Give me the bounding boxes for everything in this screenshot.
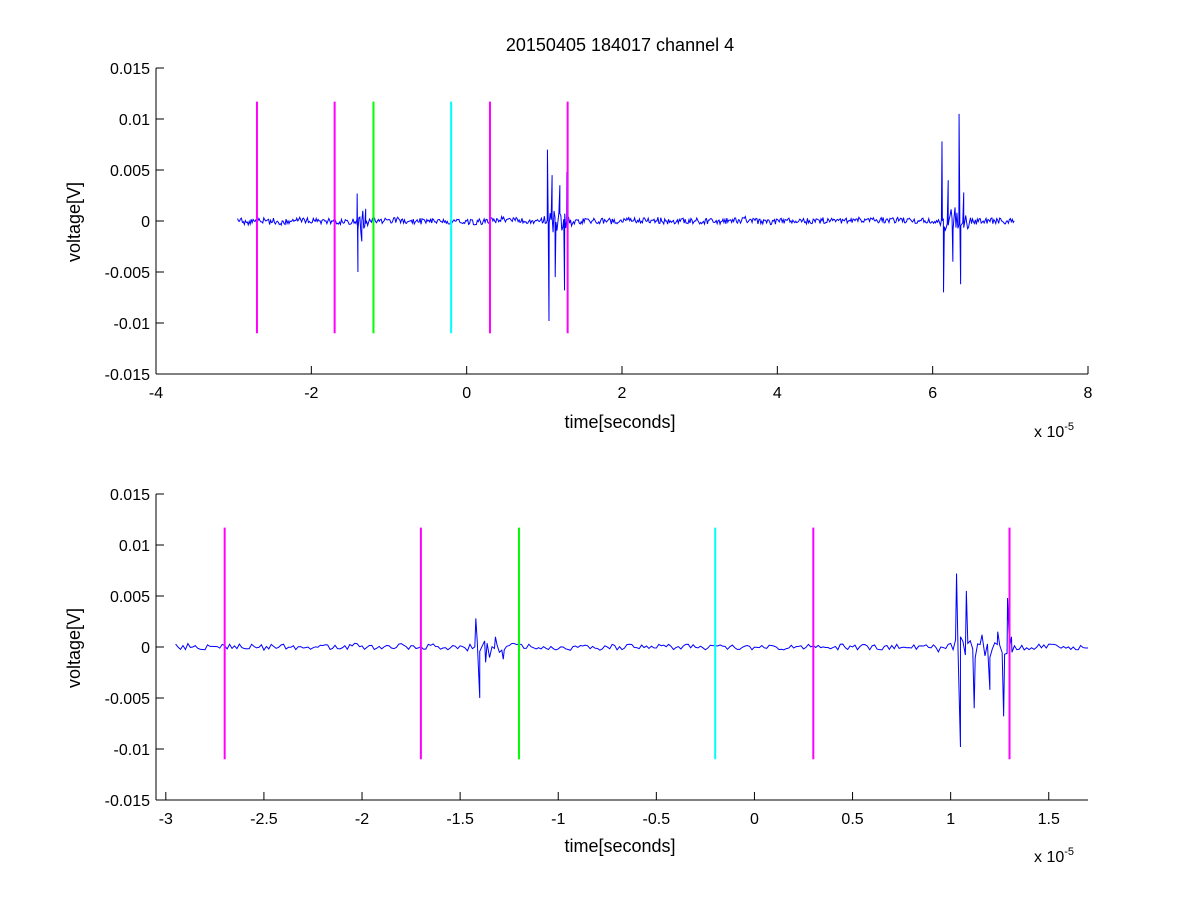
bottom-x-multiplier-base: x 10	[1034, 849, 1064, 866]
bottom-x-tick-label: 0.5	[841, 811, 863, 828]
top-plot: time[seconds] voltage[V] x 10-5 -4 -2 0 2 4 6…	[64, 61, 1093, 441]
top-x-multiplier: x 10-5	[1034, 421, 1074, 441]
bottom-plot: time[seconds] voltage[V] x 10-5 -3 -2.5 -2…	[64, 487, 1088, 866]
top-y-tick-label: 0	[141, 214, 150, 231]
top-x-tick-label: -2	[304, 385, 318, 402]
top-x-tick-label: -4	[149, 385, 163, 402]
top-x-tick-label: 2	[618, 385, 627, 402]
top-y-axis-title: voltage[V]	[64, 182, 84, 262]
top-x-tick-label: 6	[928, 385, 937, 402]
bottom-y-tick-label: 0.01	[119, 538, 150, 555]
top-x-multiplier-base: x 10	[1034, 424, 1064, 441]
bottom-x-tick-label: 0	[750, 811, 759, 828]
bottom-x-axis-title: time[seconds]	[564, 836, 675, 856]
bottom-signal-trace	[175, 573, 1088, 747]
top-signal-trace	[237, 113, 1015, 321]
top-x-multiplier-exponent: -5	[1064, 421, 1074, 433]
top-y-tick-label: 0.015	[110, 61, 150, 78]
top-x-tick-label: 4	[773, 385, 782, 402]
bottom-x-tick-label: -1	[551, 811, 565, 828]
top-x-tick-label: 8	[1084, 385, 1093, 402]
bottom-y-tick-label: 0.005	[110, 589, 150, 606]
bottom-x-tick-label: 1	[946, 811, 955, 828]
bottom-y-axis-title: voltage[V]	[64, 608, 84, 688]
top-y-tick-label: 0.01	[119, 112, 150, 129]
bottom-x-tick-label: -0.5	[643, 811, 671, 828]
top-x-axis-title: time[seconds]	[564, 412, 675, 432]
bottom-x-tick-label: -3	[159, 811, 173, 828]
bottom-x-tick-label: -2	[355, 811, 369, 828]
top-y-tick-label: -0.005	[105, 265, 150, 282]
bottom-x-tick-label: 1.5	[1038, 811, 1060, 828]
bottom-y-tick-label: 0	[141, 640, 150, 657]
bottom-y-tick-label: -0.005	[105, 691, 150, 708]
bottom-y-tick-label: -0.015	[105, 793, 150, 810]
bottom-x-tick-label: -1.5	[446, 811, 474, 828]
bottom-x-multiplier-exponent: -5	[1064, 846, 1074, 858]
bottom-x-multiplier: x 10-5	[1034, 846, 1074, 866]
top-y-tick-label: -0.01	[114, 316, 151, 333]
top-y-tick-label: -0.015	[105, 367, 150, 384]
bottom-x-tick-label: -2.5	[250, 811, 278, 828]
bottom-y-tick-label: 0.015	[110, 487, 150, 504]
top-x-tick-label: 0	[462, 385, 471, 402]
bottom-y-tick-label: -0.01	[114, 742, 151, 759]
chart-title: 20150405 184017 channel 4	[506, 35, 734, 55]
top-y-tick-label: 0.005	[110, 163, 150, 180]
